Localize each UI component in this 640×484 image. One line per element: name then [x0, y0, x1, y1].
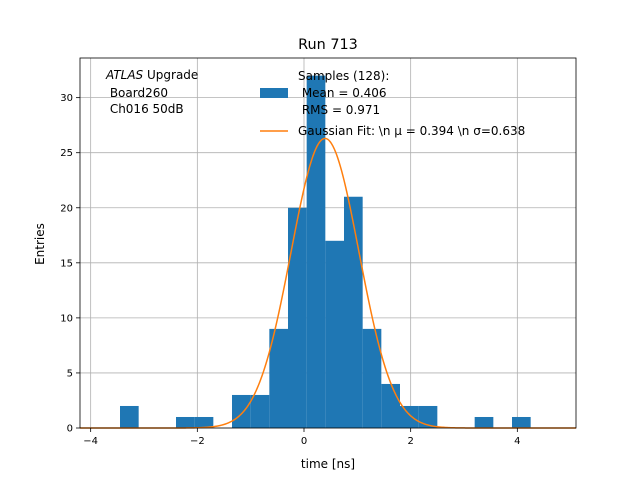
histogram-bar: [194, 416, 214, 428]
y-tick-label: 0: [67, 424, 73, 435]
axis-ticks: −4 −2 0 2 4 0 5 10 15 20 25 30: [60, 93, 520, 447]
plot-frame: [79, 57, 577, 429]
annotation-line-1-rest: Upgrade: [143, 68, 198, 82]
x-tick-label: 2: [407, 436, 413, 447]
y-tick-label: 15: [60, 258, 73, 269]
x-tick-label: 4: [514, 436, 520, 447]
histogram-bar: [362, 328, 382, 428]
histogram-bar: [176, 416, 195, 428]
legend-fit-label: Gaussian Fit: \n μ = 0.394 \n σ=0.638: [298, 124, 525, 138]
histogram-bar: [120, 405, 139, 428]
histogram-bars: [120, 75, 531, 428]
y-tick-label: 25: [60, 148, 73, 159]
histogram-bar: [512, 416, 531, 428]
x-tick-label: −4: [83, 436, 98, 447]
annotation-line-3: Ch016 50dB: [106, 102, 184, 116]
y-axis-label: Entries: [33, 223, 47, 265]
histogram-bar: [232, 394, 251, 428]
histogram-bar: [269, 328, 288, 428]
histogram-bar: [306, 75, 326, 428]
x-tick-label: 0: [301, 436, 307, 447]
histogram-bar: [250, 394, 270, 428]
histogram-bar: [418, 405, 438, 428]
annotation-text: ATLAS Upgrade Board260 Ch016 50dB: [105, 68, 198, 116]
y-tick-label: 20: [60, 203, 73, 214]
y-tick-label: 30: [60, 93, 73, 104]
y-tick-label: 10: [60, 313, 73, 324]
annotation-italic-word: ATLAS: [105, 68, 144, 82]
histogram-bar: [344, 196, 363, 428]
legend-histogram-line-3: RMS = 0.971: [298, 103, 380, 117]
chart-title: Run 713: [298, 37, 358, 53]
x-tick-label: −2: [190, 436, 205, 447]
histogram-bar: [474, 416, 494, 428]
y-tick-label: 5: [67, 368, 73, 379]
histogram-bar: [381, 383, 400, 428]
annotation-line-1: ATLAS Upgrade: [105, 68, 198, 82]
histogram-bar: [325, 240, 344, 428]
annotation-line-2: Board260: [106, 86, 168, 100]
histogram-bar: [288, 207, 307, 428]
legend-histogram-line-1: Samples (128):: [298, 69, 389, 83]
histogram-bar: [400, 405, 419, 428]
legend: Samples (128): Mean = 0.406 RMS = 0.971 …: [260, 69, 525, 138]
x-axis-label: time [ns]: [301, 457, 355, 471]
legend-histogram-line-2: Mean = 0.406: [298, 86, 387, 100]
legend-histogram-swatch: [260, 88, 288, 98]
